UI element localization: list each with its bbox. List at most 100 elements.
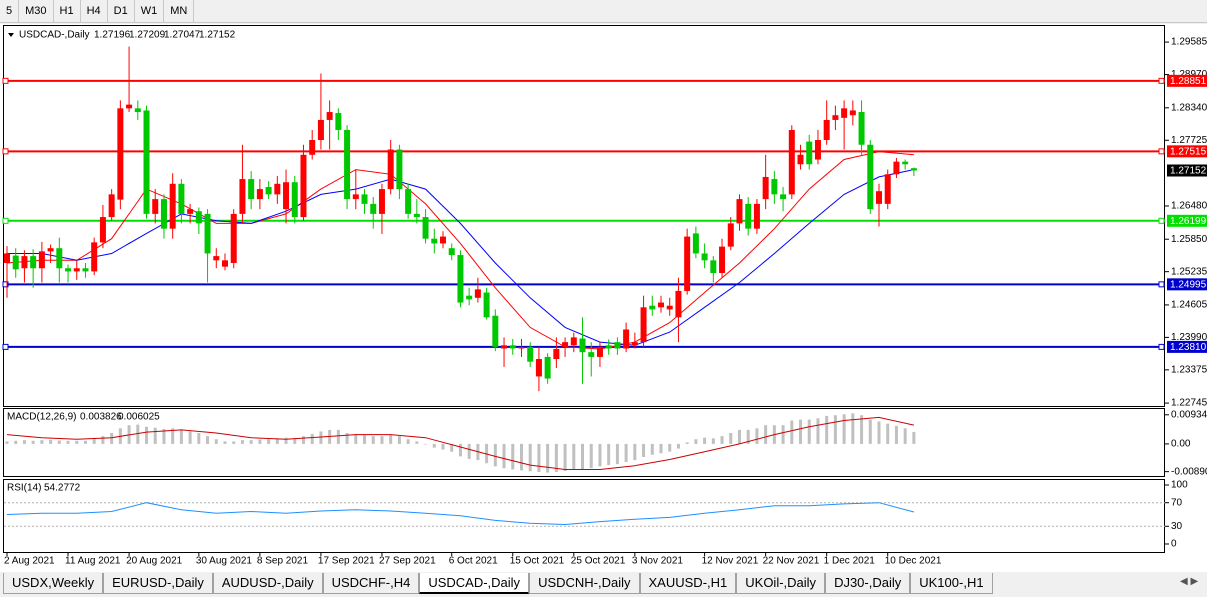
macd-bar bbox=[528, 443, 532, 472]
tab-scroll-arrows[interactable]: ◀ ▶ bbox=[1180, 576, 1199, 587]
candle-body bbox=[248, 179, 255, 200]
macd-bar bbox=[668, 443, 672, 452]
macd-bar bbox=[720, 436, 724, 444]
macd-bar bbox=[214, 439, 218, 444]
timeframe-button[interactable]: H1 bbox=[54, 0, 81, 22]
header-open: 1.27196 bbox=[94, 30, 131, 41]
macd-bar bbox=[275, 438, 279, 444]
candle-body bbox=[405, 189, 412, 214]
macd-value: 0.003826 bbox=[80, 412, 122, 423]
macd-bar bbox=[912, 431, 916, 444]
candle-body bbox=[47, 248, 54, 252]
chart-tab[interactable]: USDCAD-,Daily bbox=[419, 573, 530, 594]
macd-bar bbox=[345, 432, 349, 444]
macd-bar bbox=[354, 433, 358, 444]
candle-body bbox=[675, 290, 682, 318]
y-tick-label: 1.28340 bbox=[1171, 102, 1207, 113]
macd-panel-frame bbox=[3, 408, 1165, 477]
candle-body bbox=[143, 110, 150, 214]
chart-tab[interactable]: AUDUSD-,Daily bbox=[212, 573, 323, 594]
macd-bar bbox=[659, 443, 663, 454]
chart-tab[interactable]: USDX,Weekly bbox=[3, 573, 104, 594]
chart-tab[interactable]: DJ30-,Daily bbox=[825, 573, 911, 594]
x-tick-label: 6 Oct 2021 bbox=[449, 556, 498, 567]
macd-bar bbox=[49, 439, 53, 444]
macd-bar bbox=[607, 443, 611, 466]
candle-body bbox=[788, 129, 795, 195]
macd-bar bbox=[249, 440, 253, 444]
moving-average bbox=[7, 169, 915, 346]
macd-bar bbox=[694, 439, 698, 444]
candle-body bbox=[736, 199, 743, 224]
candle-body bbox=[195, 211, 202, 224]
level-label-box bbox=[1167, 214, 1207, 227]
candle-body bbox=[701, 253, 708, 261]
level-handle bbox=[2, 281, 9, 288]
timeframe-button[interactable]: 5 bbox=[0, 0, 20, 22]
chart-tab[interactable]: USDCNH-,Daily bbox=[529, 573, 640, 594]
macd-bar bbox=[240, 440, 244, 444]
chart-tab[interactable]: UKOil-,Daily bbox=[736, 573, 826, 594]
macd-bar bbox=[301, 436, 305, 444]
macd-bar bbox=[581, 443, 585, 470]
macd-bar bbox=[363, 435, 367, 444]
candle-body bbox=[544, 356, 551, 379]
y-tick-label: 1.25850 bbox=[1171, 234, 1207, 245]
x-tick-label: 8 Sep 2021 bbox=[257, 556, 309, 567]
candle-body bbox=[797, 154, 804, 165]
candle-body bbox=[474, 289, 481, 298]
candle-body bbox=[492, 315, 499, 347]
timeframe-button[interactable]: H4 bbox=[81, 0, 108, 22]
chart-tab[interactable]: UK100-,H1 bbox=[910, 573, 993, 594]
macd-bar bbox=[371, 436, 375, 444]
candle-body bbox=[658, 302, 664, 308]
candle-body bbox=[160, 199, 167, 229]
candle-body bbox=[213, 256, 220, 261]
candle-body bbox=[91, 242, 98, 272]
macd-bar bbox=[179, 429, 183, 444]
candle-body bbox=[832, 115, 839, 120]
chart-tab[interactable]: XAUUSD-,H1 bbox=[639, 573, 737, 594]
candle-body bbox=[38, 251, 45, 269]
y-tick-label: 1.29585 bbox=[1171, 37, 1207, 48]
macd-bar bbox=[807, 419, 811, 444]
y-tick-label: 0 bbox=[1171, 539, 1177, 550]
candle-body bbox=[387, 149, 394, 190]
macd-bar bbox=[519, 443, 523, 471]
x-tick-label: 11 Aug 2021 bbox=[65, 556, 121, 567]
macd-bar bbox=[868, 419, 872, 444]
chart-tab[interactable]: USDCHF-,H4 bbox=[322, 573, 420, 594]
timeframe-button[interactable]: M30 bbox=[19, 0, 54, 22]
x-tick-label: 12 Nov 2021 bbox=[702, 556, 759, 567]
rsi-value: 54.2772 bbox=[44, 483, 81, 494]
candle-body bbox=[771, 179, 778, 195]
candle-body bbox=[396, 149, 403, 190]
candle-body bbox=[605, 345, 612, 349]
header-close: 1.27152 bbox=[199, 30, 236, 41]
x-tick-label: 30 Aug 2021 bbox=[196, 556, 253, 567]
y-tick-label: 1.23990 bbox=[1171, 332, 1207, 343]
macd-bar bbox=[110, 432, 114, 444]
level-label-box bbox=[1167, 74, 1207, 87]
timeframe-button[interactable]: MN bbox=[164, 0, 195, 22]
level-label: 1.26199 bbox=[1170, 216, 1207, 227]
level-label: 1.27515 bbox=[1170, 146, 1207, 157]
header-high: 1.27209 bbox=[129, 30, 166, 41]
level-label: 1.28851 bbox=[1170, 76, 1207, 87]
macd-bar bbox=[40, 440, 44, 444]
macd-bar bbox=[764, 425, 768, 444]
y-tick-label: 70 bbox=[1171, 497, 1183, 508]
candle-body bbox=[710, 260, 717, 273]
macd-bar bbox=[502, 443, 506, 469]
level-label-box bbox=[1167, 340, 1207, 353]
macd-bar bbox=[284, 437, 288, 444]
y-tick-label: 1.23375 bbox=[1171, 364, 1207, 375]
chart-tab[interactable]: EURUSD-,Daily bbox=[103, 573, 213, 594]
candle-body bbox=[623, 329, 630, 349]
timeframe-button[interactable]: D1 bbox=[108, 0, 135, 22]
candle-body bbox=[457, 255, 464, 303]
macd-bar bbox=[886, 423, 890, 444]
timeframe-button[interactable]: W1 bbox=[135, 0, 165, 22]
macd-bar bbox=[188, 431, 192, 444]
candle-body bbox=[326, 112, 333, 120]
